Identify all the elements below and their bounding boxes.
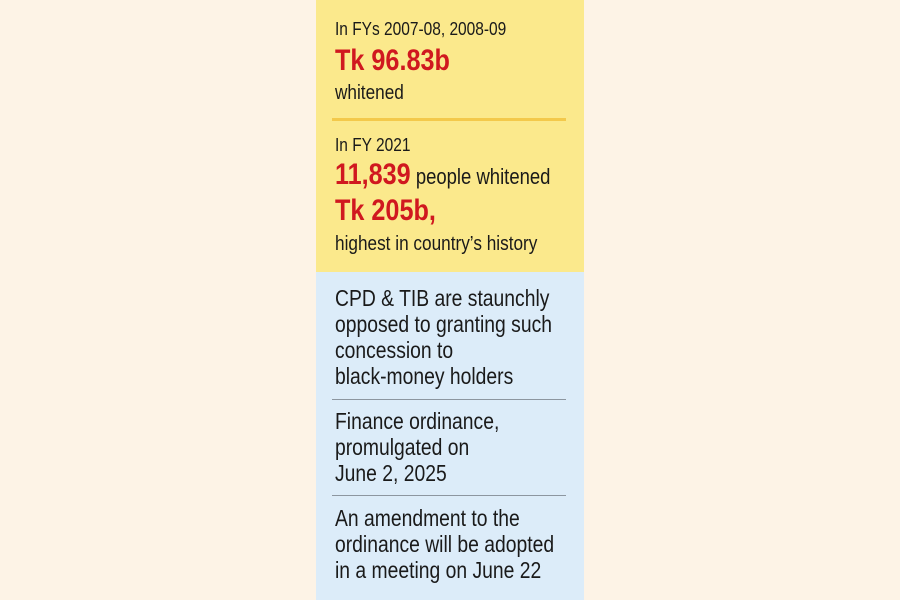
opposition-text: CPD & TIB are staunchly opposed to grant… [335,285,587,389]
fy-2021-count-line: 11,839 people whitened [335,158,550,192]
fy-2007-amount: Tk 96.83b [335,44,450,77]
ordinance-line-2: promulgated on [335,434,470,460]
ordinance-line-3: June 2, 2025 [335,460,447,486]
opposition-line-1: CPD & TIB are staunchly [335,285,550,311]
section-divider [332,118,566,121]
fy-2021-amount: Tk 205b, [335,194,436,227]
details-box: CPD & TIB are staunchly opposed to grant… [316,272,584,600]
ordinance-text: Finance ordinance, promulgated on June 2… [335,408,587,486]
opposition-line-3: concession to [335,337,454,363]
fy-2021-count: 11,839 [335,158,411,191]
opposition-line-4: black-money holders [335,363,514,389]
amendment-line-2: ordinance will be adopted [335,531,555,557]
stats-box: In FYs 2007-08, 2008-09 Tk 96.83b whiten… [316,0,584,272]
opposition-line-2: opposed to granting such [335,311,552,337]
amendment-line-1: An amendment to the [335,505,520,531]
fy-2021-count-suffix: people whitened [410,164,551,189]
divider-1 [332,399,566,400]
amendment-line-3: in a meeting on June 22 [335,557,542,583]
fy-2007-label: In FYs 2007-08, 2008-09 [335,19,507,39]
amendment-text: An amendment to the ordinance will be ad… [335,505,587,583]
infographic-panel: In FYs 2007-08, 2008-09 Tk 96.83b whiten… [316,0,584,600]
fy-2021-note: highest in country’s history [335,233,538,255]
divider-2 [332,495,566,496]
ordinance-line-1: Finance ordinance, [335,408,500,434]
fy-2007-note: whitened [335,82,404,104]
fy-2021-label: In FY 2021 [335,135,411,155]
